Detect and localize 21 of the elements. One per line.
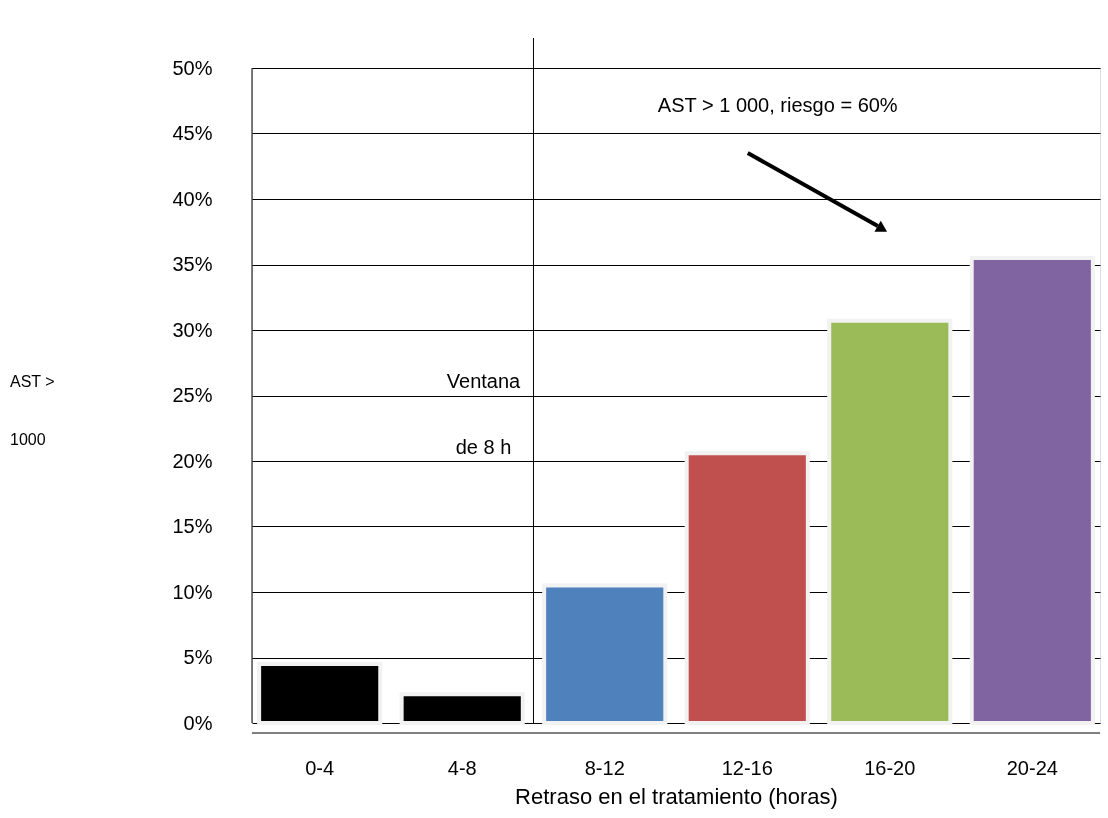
- y-tick-label: 30%: [172, 318, 213, 341]
- y-tick-label: 45%: [172, 122, 213, 144]
- text: Ventana de 8 h: [446, 370, 521, 459]
- y-tick-label: 0%: [183, 711, 213, 734]
- y-tick-label: 15%: [172, 515, 213, 537]
- x-tick-label: 20-24: [1006, 756, 1058, 779]
- x-tick-label: 16-20: [864, 756, 916, 779]
- x-tick-label: 8-12: [584, 756, 625, 779]
- y-tick-label: 20%: [172, 449, 213, 472]
- text: AST > 1000: [10, 373, 55, 449]
- y-tick-label: 25%: [172, 384, 213, 406]
- x-tick-label: 0-4: [305, 756, 335, 779]
- x-tick-label: 4-8: [447, 756, 477, 779]
- x-tick-label: 12-16: [721, 756, 773, 779]
- y-tick-label: 40%: [172, 187, 213, 210]
- x-axis-title: Retraso en el tratamiento (horas): [515, 783, 838, 809]
- y-tick-label: 10%: [172, 580, 213, 603]
- y-tick-label: 35%: [172, 253, 213, 275]
- y-tick-label: 50%: [172, 56, 213, 79]
- annotation: AST > 1 000, riesgo = 60%: [657, 94, 898, 116]
- y-tick-label: 5%: [183, 646, 213, 668]
